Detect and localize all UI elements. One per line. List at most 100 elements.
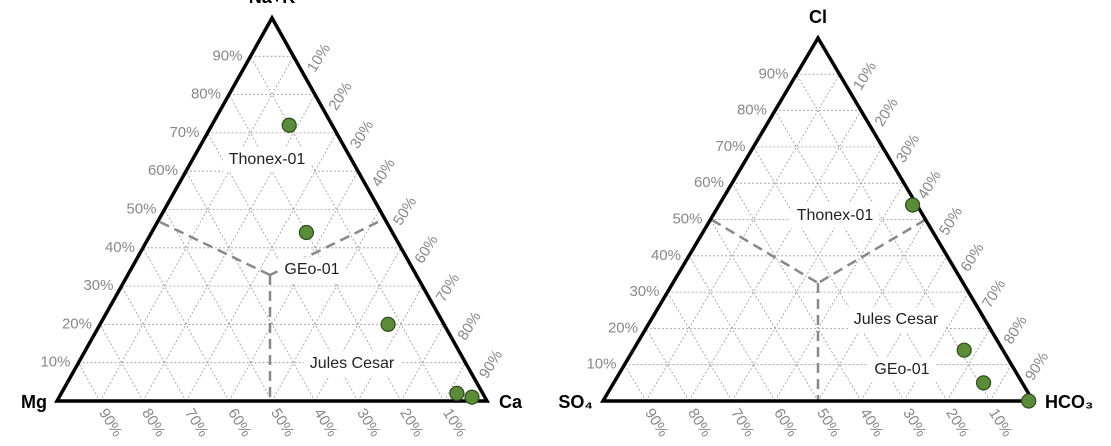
tick-label: 40% [368,156,398,190]
grid-line [228,94,402,402]
tick-label: 40% [856,405,886,439]
tick-label: 50% [936,204,966,238]
field-divider [159,220,271,277]
tick-label: 50% [672,210,702,227]
field-divider [711,218,819,285]
ternary-plot: 10%20%30%40%50%60%70%80%90% 10%20%30%40%5… [558,7,1093,440]
tick-label: 60% [694,174,724,191]
tick-label: 90% [212,47,242,64]
annotation-background [278,257,346,283]
annotation-background [847,307,945,333]
grid-line [142,247,230,402]
grid-line [903,291,969,402]
tick-label: 70% [169,124,199,141]
tick-label: 20% [942,405,972,439]
tick-label: 70% [979,277,1009,311]
grid-line [774,110,948,402]
tick-label: 20% [325,79,355,113]
vertex-label: Mg [21,392,47,412]
tick-label: 90% [1022,349,1052,383]
annotation: Thonex-01 [797,207,874,224]
tick-label: 80% [138,405,168,439]
tick-label: 20% [396,405,426,439]
tick-label: 90% [476,347,506,381]
data-point [281,117,297,133]
annotation: GEo-01 [284,261,339,278]
tick-label: 60% [770,405,800,439]
data-point [298,224,314,241]
grid-line [688,255,776,402]
tick-label: 30% [83,277,113,294]
tick-label: 20% [62,315,92,332]
annotation: Jules Cesar [310,355,395,372]
grid-line [443,362,466,402]
data-point [956,342,972,358]
triangle-border [54,14,490,403]
tick-label: 50% [126,200,156,217]
tick-label: 30% [629,283,659,300]
vertex-label: SO₄ [558,392,593,412]
tick-label: 30% [893,131,923,165]
tick-label: 90% [641,405,671,439]
tick-label: 80% [684,405,714,439]
annotation-background [868,357,936,383]
tick-label: 60% [957,240,987,274]
annotation-background [790,203,880,229]
tick-label: 20% [871,95,901,129]
tick-label: 40% [651,247,681,264]
tick-label: 40% [310,405,340,439]
annotation: Jules Cesar [854,311,939,328]
vertex-label: Ca [499,392,523,412]
tick-label: 80% [191,86,221,103]
tick-label: 90% [95,405,125,439]
grid-line [989,364,1012,402]
tick-label: 10% [304,41,334,75]
data-point [449,385,465,401]
tick-label: 70% [433,271,463,305]
tick-label: 10% [40,354,70,371]
grid-line [400,324,445,402]
annotation-background [222,147,312,173]
data-point [904,197,921,213]
tick-label: 10% [439,405,469,439]
grid-line [624,364,647,402]
tick-label: 70% [715,138,745,155]
tick-label: 10% [586,356,616,373]
grid-line [164,209,273,402]
triangle-border [599,34,1037,403]
tick-label: 50% [267,405,297,439]
grid-line [271,209,380,402]
field-divider [817,218,926,285]
grid-line [250,56,445,402]
annotation-background [303,351,401,377]
tick-label: 40% [105,239,135,256]
tick-label: 80% [454,309,484,343]
tick-label: 70% [181,405,211,439]
tick-label: 70% [727,405,757,439]
grid-line [710,219,819,402]
grid-line [99,324,144,402]
annotation: GEo-01 [874,361,929,378]
tick-label: 30% [347,117,377,151]
grid-line [731,146,883,402]
grid-line [185,132,337,402]
tick-label: 40% [914,168,944,202]
tick-label: 90% [758,65,788,82]
ternary-plot: 10%20%30%40%50%60%70%80%90% 10%20%30%40%5… [21,0,523,440]
grid-line [78,362,101,402]
grid-line [121,285,187,402]
data-point [975,375,992,391]
data-point [1021,393,1037,409]
vertex-label: Cl [809,7,827,27]
tick-label: 50% [813,405,843,439]
tick-label: 60% [148,162,178,179]
tick-label: 30% [353,405,383,439]
tick-label: 10% [850,59,880,93]
grid-line [667,291,733,402]
tick-label: 60% [224,405,254,439]
tick-label: 80% [737,102,767,119]
grid-line [99,56,294,402]
data-point [380,316,396,332]
tick-label: 80% [1000,313,1030,347]
